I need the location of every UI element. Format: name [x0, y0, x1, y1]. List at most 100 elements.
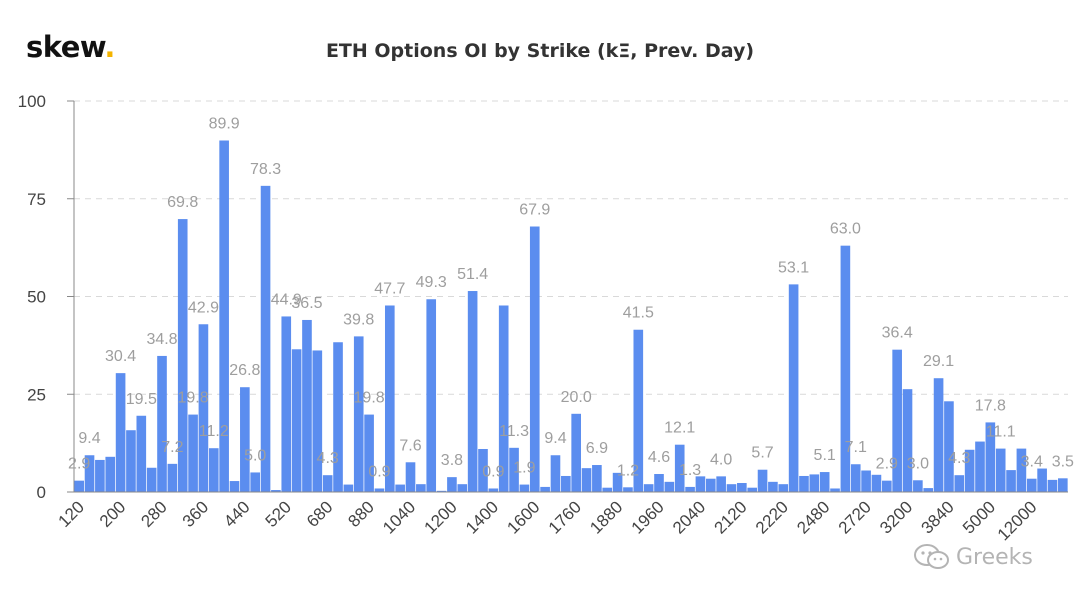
data-label: 69.8	[167, 194, 198, 211]
bar	[571, 413, 581, 492]
data-label: 36.4	[882, 325, 913, 342]
data-label: 67.9	[519, 202, 550, 219]
bar	[271, 490, 281, 492]
bar	[177, 219, 188, 492]
bar	[602, 487, 613, 492]
data-label: 78.3	[250, 161, 281, 178]
bar	[654, 474, 664, 492]
bar	[167, 463, 178, 492]
data-label: 29.1	[923, 353, 954, 370]
bar	[208, 448, 219, 492]
y-tick-label: 0	[37, 483, 46, 502]
bar	[157, 355, 167, 492]
bar	[436, 490, 447, 492]
bar	[674, 444, 685, 492]
bar	[954, 475, 965, 492]
bar	[726, 484, 737, 492]
bar	[819, 472, 830, 492]
x-tick-label: 1040	[379, 497, 419, 537]
bar	[1026, 478, 1037, 492]
data-label: 1.2	[617, 462, 639, 479]
bar	[519, 484, 530, 492]
data-label: 20.0	[561, 389, 592, 406]
data-label: 41.5	[623, 305, 654, 322]
bar	[291, 349, 302, 492]
bar	[612, 472, 623, 492]
bar	[1006, 470, 1016, 492]
bar	[550, 455, 561, 492]
data-label: 63.0	[830, 221, 861, 238]
data-label: 19.8	[178, 390, 209, 407]
bar	[809, 474, 820, 492]
skew-logo: skew.	[26, 30, 115, 64]
data-label: 4.3	[948, 450, 970, 467]
watermark: Greeks	[912, 542, 1033, 572]
bar	[416, 484, 426, 492]
bar	[105, 456, 116, 492]
data-label: 39.8	[343, 311, 374, 328]
data-label: 11.1	[986, 424, 1016, 441]
bar	[643, 484, 654, 492]
data-label: 17.8	[975, 397, 1006, 414]
bar	[219, 140, 229, 492]
bar	[1047, 479, 1058, 492]
data-label: 3.4	[1021, 454, 1043, 471]
bar	[240, 387, 250, 492]
bar	[509, 447, 519, 492]
x-tick-label: 2120	[710, 497, 750, 537]
bar	[457, 484, 468, 492]
x-tick-label: 2220	[752, 497, 792, 537]
bar	[623, 487, 633, 492]
y-tick-label: 75	[27, 190, 46, 209]
data-label: 1.9	[513, 460, 535, 477]
bar	[757, 469, 768, 492]
data-label: 49.3	[416, 274, 447, 291]
x-tick-label: 680	[303, 497, 336, 530]
data-label: 36.5	[291, 295, 322, 312]
data-label: 42.9	[188, 299, 219, 316]
bar	[778, 484, 789, 492]
x-tick-label: 12000	[994, 497, 1041, 544]
bar	[540, 486, 550, 492]
bar	[405, 462, 416, 492]
bar	[447, 477, 457, 492]
bar	[561, 475, 571, 492]
data-label: 5.7	[751, 445, 773, 462]
bar	[229, 481, 240, 492]
x-tick-label: 360	[179, 497, 212, 530]
data-label: 5.1	[814, 447, 836, 464]
bar	[198, 324, 209, 492]
bar	[850, 464, 861, 492]
data-label: 3.5	[1052, 453, 1074, 470]
bar	[364, 414, 374, 492]
bar	[799, 475, 809, 492]
bar	[115, 373, 126, 492]
bar	[913, 480, 923, 492]
bar	[861, 470, 871, 492]
bar	[633, 329, 644, 492]
data-label: 30.4	[105, 348, 136, 365]
bar	[592, 465, 602, 492]
data-label: 89.9	[209, 115, 240, 132]
bar	[995, 448, 1006, 492]
bar	[467, 291, 478, 492]
data-label: 6.9	[586, 440, 608, 457]
bar	[302, 319, 312, 492]
data-label: 7.1	[845, 439, 867, 456]
data-label: 53.1	[778, 259, 809, 276]
data-label: 4.6	[648, 449, 670, 466]
chart-title: ETH Options OI by Strike (kΞ, Prev. Day)	[325, 40, 755, 62]
logo-dot: .	[104, 30, 115, 64]
x-tick-label: 3200	[876, 497, 916, 537]
bar	[716, 476, 726, 492]
x-tick-label: 120	[55, 497, 88, 530]
bar	[426, 299, 437, 492]
bar	[384, 305, 395, 492]
x-tick-label: 2720	[835, 497, 875, 537]
data-label: 51.4	[457, 266, 488, 283]
x-tick-label: 520	[262, 497, 295, 530]
data-label: 4.3	[317, 450, 339, 467]
bar	[768, 481, 778, 492]
bar	[685, 486, 695, 492]
